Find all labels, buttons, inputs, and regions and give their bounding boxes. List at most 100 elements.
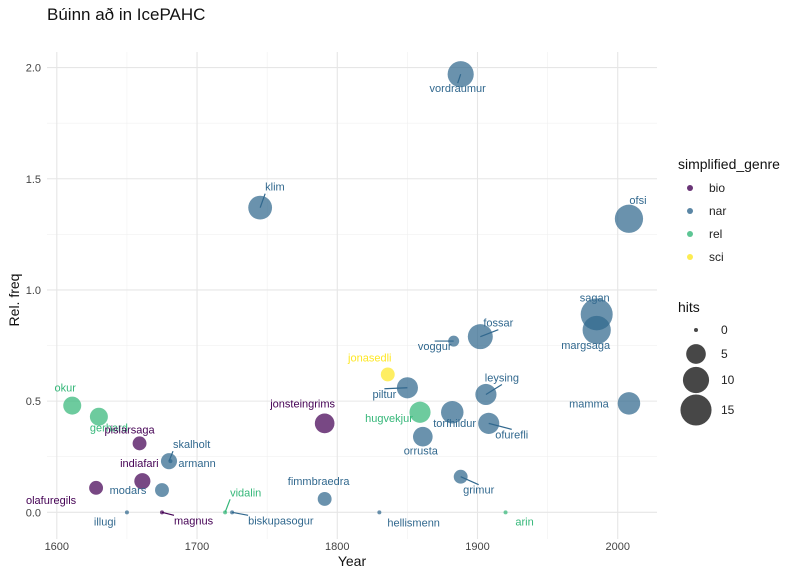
data-points xyxy=(63,61,644,515)
label-modars: modars xyxy=(110,485,147,497)
label-fimmbraedra: fimmbraedra xyxy=(288,476,351,488)
point-indiafari xyxy=(134,473,151,490)
grid xyxy=(47,52,657,539)
point-jonasedli xyxy=(380,367,395,382)
legend-key-sci xyxy=(687,254,693,260)
y-tick-label: 2.0 xyxy=(26,63,41,75)
point-jonsteingrims xyxy=(314,413,335,434)
x-tick-label: 2000 xyxy=(605,541,629,553)
point-olafuregils xyxy=(89,480,104,495)
label-arin: arin xyxy=(515,516,533,528)
y-tick-label: 0.0 xyxy=(26,507,41,519)
label-biskupasogur: biskupasogur xyxy=(248,515,314,527)
legend-label-nar: nar xyxy=(709,204,726,218)
label-leader-vidalin xyxy=(224,499,231,513)
legend-size-key-0 xyxy=(694,328,698,332)
label-magnus: magnus xyxy=(174,515,214,527)
label-vordraumur: vordraumur xyxy=(430,83,487,95)
x-axis: 1600 1700 1800 1900 2000 xyxy=(45,541,630,553)
legend-genre-title: simplified_genre xyxy=(678,156,780,172)
point-illugi xyxy=(124,510,129,515)
label-hugvekjur: hugvekjur xyxy=(365,413,413,425)
label-margsaga: margsaga xyxy=(561,340,611,352)
label-okur: okur xyxy=(55,383,77,395)
label-illugi: illugi xyxy=(94,516,116,528)
label-jonasedli: jonasedli xyxy=(347,352,391,364)
point-hugvekjur xyxy=(409,401,431,423)
label-pislarsaga: pislarsaga xyxy=(104,424,155,436)
label-vidalin: vidalin xyxy=(230,487,261,499)
legend-size-key-10 xyxy=(682,366,710,394)
point-orrusta xyxy=(412,426,433,447)
label-leader-vordraumur xyxy=(457,74,462,84)
label-leader-leysing xyxy=(485,383,503,395)
legend-hits: hits 0 5 10 15 xyxy=(678,299,735,426)
x-tick-label: 1700 xyxy=(185,541,209,553)
label-leader-klim xyxy=(259,193,266,208)
point-margsaga xyxy=(582,315,611,345)
label-orrusta: orrusta xyxy=(404,446,439,458)
label-hellismenn: hellismenn xyxy=(387,517,440,529)
label-skalholt: skalholt xyxy=(173,439,210,451)
legend-genre: simplified_genre bio nar rel sci xyxy=(678,156,780,264)
label-klim: klim xyxy=(265,182,285,194)
y-tick-label: 1.0 xyxy=(26,285,41,297)
point-ofsi xyxy=(614,204,644,233)
label-fossar: fossar xyxy=(483,318,513,330)
y-tick-label: 0.5 xyxy=(26,396,41,408)
label-armann: armann xyxy=(178,458,215,470)
label-olafuregils: olafuregils xyxy=(26,495,77,507)
legend-key-nar xyxy=(687,208,693,214)
label-piltur: piltur xyxy=(372,389,396,401)
point-gerhard xyxy=(89,407,108,426)
legend-label-rel: rel xyxy=(709,227,722,241)
label-indiafari: indiafari xyxy=(120,458,159,470)
point-arin xyxy=(503,510,508,515)
label-ofsi: ofsi xyxy=(629,195,646,207)
legend-size-label-0: 0 xyxy=(721,323,728,337)
x-tick-label: 1600 xyxy=(45,541,69,553)
legend-label-sci: sci xyxy=(709,250,724,264)
y-axis: 0.0 0.5 1.0 1.5 2.0 xyxy=(26,63,41,520)
label-grimur: grimur xyxy=(463,485,495,497)
point-fimmbraedra xyxy=(317,492,332,506)
point-torfhildur xyxy=(441,400,464,424)
point-klim xyxy=(248,195,273,220)
label-torfhildur: torfhildur xyxy=(433,418,476,430)
y-tick-label: 1.5 xyxy=(26,174,41,186)
legend-label-bio: bio xyxy=(709,181,725,195)
legend-key-bio xyxy=(687,185,693,191)
y-axis-title: Rel. freq xyxy=(6,274,22,327)
label-jonsteingrims: jonsteingrims xyxy=(269,398,335,410)
point-pislarsaga xyxy=(132,436,147,451)
label-leysing: leysing xyxy=(485,372,519,384)
point-hellismenn xyxy=(377,510,382,515)
label-sagan: sagan xyxy=(580,292,610,304)
label-ofurefli: ofurefli xyxy=(495,429,528,441)
chart-title: Búinn að in IcePAHC xyxy=(47,5,205,24)
legend-hits-title: hits xyxy=(678,299,700,315)
legend-key-rel xyxy=(687,231,693,237)
point-okur xyxy=(63,396,82,415)
label-leader-skalholt xyxy=(168,450,174,462)
point-modars xyxy=(155,483,169,498)
x-tick-label: 1900 xyxy=(465,541,489,553)
label-mamma: mamma xyxy=(569,398,610,410)
legend-size-key-5 xyxy=(686,344,706,364)
legend-size-key-15 xyxy=(680,394,712,426)
label-leader-piltur xyxy=(384,387,408,390)
x-axis-title: Year xyxy=(338,553,367,569)
label-leader-magnus xyxy=(161,511,175,516)
point-mamma xyxy=(617,392,641,415)
legend-size-label-10: 10 xyxy=(721,373,735,387)
legend-size-label-15: 15 xyxy=(721,403,735,417)
label-leader-biskupasogur xyxy=(231,511,249,516)
legend-size-label-5: 5 xyxy=(721,347,728,361)
x-tick-label: 1800 xyxy=(325,541,349,553)
label-gerhard: gerhard xyxy=(90,423,128,435)
label-leader-fossar xyxy=(480,329,499,338)
label-voggur: voggur xyxy=(418,341,452,353)
label-leader-grimur xyxy=(460,476,479,486)
